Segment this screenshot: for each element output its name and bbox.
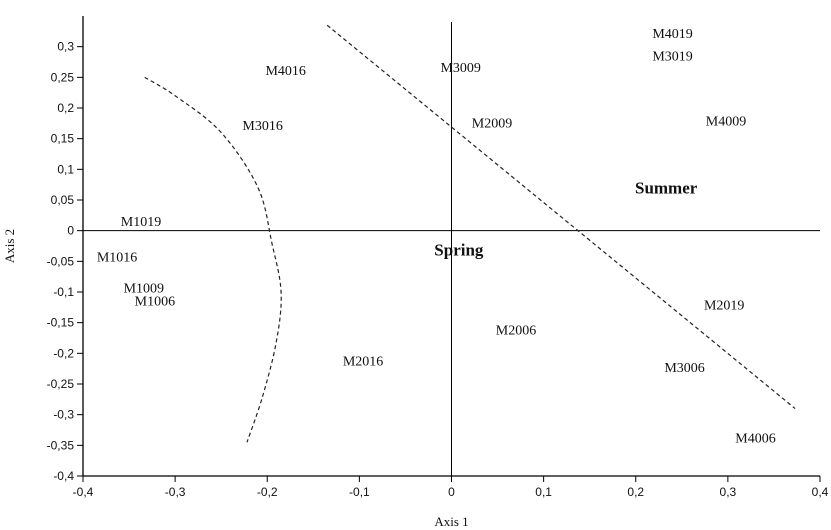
x-tick-label: 0,1 — [535, 485, 552, 499]
y-tick-label: 0,15 — [51, 132, 75, 146]
y-tick-label: 0,25 — [51, 70, 75, 84]
x-tick-label: -0,2 — [257, 485, 278, 499]
tick-marks: -0,4 -0,3 -0,2 -0,1 0 0,1 0,2 0,3 0,4 0,3 0,25 0,2 0… — [47, 40, 829, 499]
point-label-m3009: M3009 — [440, 61, 480, 76]
y-tick-label: -0,3 — [53, 408, 74, 422]
boundary-line-1 — [144, 76, 282, 443]
y-tick-label: 0 — [67, 224, 74, 238]
y-tick-label: -0,15 — [47, 316, 75, 330]
point-label-m4019: M4019 — [652, 27, 692, 42]
y-tick-label: 0,05 — [51, 193, 75, 207]
y-tick-label: -0,4 — [53, 469, 74, 483]
point-label-m4009: M4009 — [706, 114, 746, 129]
point-label-m3006: M3006 — [664, 361, 704, 376]
x-tick-label: 0,3 — [720, 485, 737, 499]
x-tick-label: 0,4 — [812, 485, 829, 499]
point-label-m2019: M2019 — [704, 298, 744, 313]
chart-axes — [82, 16, 820, 477]
point-label-m2016: M2016 — [343, 355, 383, 370]
point-label-m4016: M4016 — [265, 64, 305, 79]
y-tick-label: 0,3 — [57, 40, 74, 54]
point-label-m1016: M1016 — [97, 250, 137, 265]
point-label-m1019: M1019 — [121, 215, 161, 230]
boundary-line-2 — [326, 24, 796, 409]
y-tick-label: -0,05 — [47, 254, 75, 268]
y-tick-label: -0,25 — [47, 377, 75, 391]
region-label-spring: Spring — [434, 241, 484, 260]
y-tick-label: -0,2 — [53, 346, 74, 360]
point-label-m2006: M2006 — [496, 323, 536, 338]
region-label-summer: Summer — [635, 179, 698, 198]
y-tick-label: -0,1 — [53, 285, 74, 299]
x-axis-title: Axis 1 — [434, 514, 468, 529]
region-labels: Summer Spring — [434, 179, 697, 260]
x-tick-label: -0,3 — [165, 485, 186, 499]
point-label-m1009: M1009 — [124, 282, 164, 297]
y-tick-label: 0,2 — [57, 101, 74, 115]
x-tick-label: 0 — [448, 485, 455, 499]
y-tick-label: -0,35 — [47, 438, 75, 452]
x-tick-label: -0,1 — [349, 485, 370, 499]
y-tick-label: 0,1 — [57, 162, 74, 176]
point-label-m4006: M4006 — [735, 431, 775, 446]
boundary-lines — [144, 24, 796, 443]
point-label-m3019: M3019 — [652, 49, 692, 64]
point-label-m3016: M3016 — [242, 119, 282, 134]
point-labels: M4019 M3019 M4016 M3009 M4009 M2009 M3016 M1019… — [97, 27, 776, 446]
x-tick-label: -0,4 — [73, 485, 94, 499]
point-label-m1006: M1006 — [135, 295, 175, 310]
point-label-m2009: M2009 — [472, 117, 512, 132]
x-tick-label: 0,2 — [627, 485, 644, 499]
y-axis-title: Axis 2 — [2, 229, 17, 263]
